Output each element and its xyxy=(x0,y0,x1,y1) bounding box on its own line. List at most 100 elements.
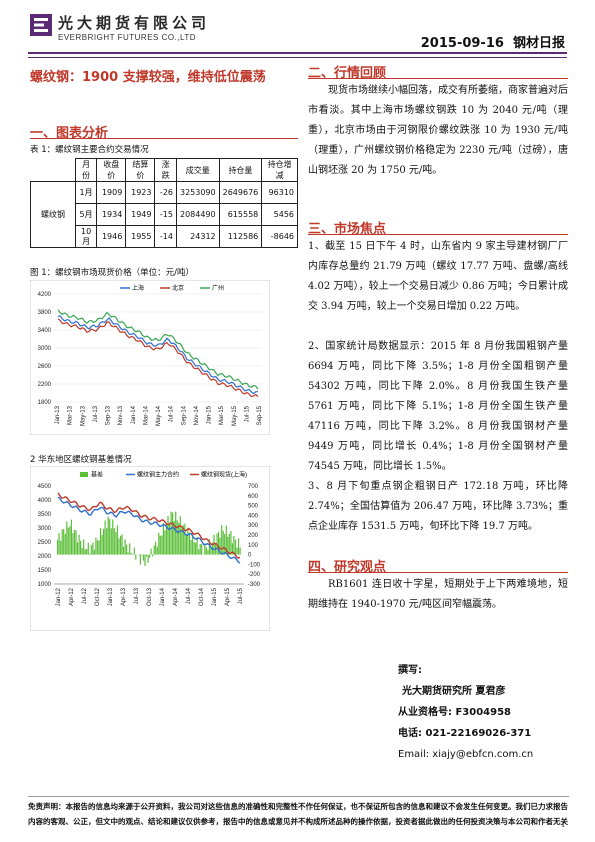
section-divider xyxy=(30,138,298,139)
basis-bar xyxy=(133,547,135,555)
basis-bar xyxy=(76,542,79,555)
basis-bar xyxy=(162,523,164,555)
x-tick-label: Oct-12 xyxy=(95,587,101,606)
table-cell: 1946 xyxy=(96,225,127,248)
legend-label: 螺纹钢主力合约 xyxy=(137,471,179,479)
basis-bar xyxy=(70,519,72,555)
y-right-tick-label: -300 xyxy=(248,582,261,588)
basis-bar xyxy=(142,554,145,561)
y-tick-label: 2500 xyxy=(38,540,52,546)
author-label: 撰写: xyxy=(398,665,422,676)
table-cell: 1月 xyxy=(74,181,98,204)
x-tick-label: May-13 xyxy=(80,405,86,426)
y-tick-label: 1500 xyxy=(38,568,52,574)
x-tick-label: Jul-14 xyxy=(186,587,192,604)
x-axis: Jan-12 Apr-12 Jul-12 Oct-12 Jan-13 Apr-13 Jul-… xyxy=(54,583,244,606)
x-tick-label: Mar-13 xyxy=(68,405,74,425)
y-tick-label: 2200 xyxy=(38,382,52,388)
basis-bar xyxy=(66,521,68,555)
basis-bar xyxy=(188,532,191,555)
table-header-row: 月份 收盘价 结算价 涨跌 成交量 持仓量 持仓增减 xyxy=(30,158,298,182)
chart-legend: 上海 北京 广州 xyxy=(120,284,224,292)
basis-bar xyxy=(191,531,194,555)
figure1-caption: 图 1：螺纹钢市场现货价格（单位：元/吨） xyxy=(30,268,194,278)
basis-bar xyxy=(113,528,115,555)
basis-bar xyxy=(60,541,62,555)
company-name-cn: 光大期货有限公司 xyxy=(58,14,211,32)
basis-bar xyxy=(103,528,105,555)
basis-bar xyxy=(144,554,146,566)
table-header: 涨跌 xyxy=(154,158,177,182)
basis-bar xyxy=(109,519,111,555)
basis-bar xyxy=(218,531,220,555)
basis-bar xyxy=(57,539,59,555)
basis-bar xyxy=(234,539,237,555)
legend-label: 基差 xyxy=(91,471,103,479)
x-tick-label: May-15 xyxy=(232,405,238,426)
basis-bar xyxy=(153,545,155,555)
basis-bar xyxy=(173,520,175,555)
basis-bar xyxy=(193,541,195,555)
x-tick-label: Jan-15 xyxy=(212,587,218,606)
basis-bar xyxy=(168,523,171,555)
basis-bar xyxy=(152,554,154,557)
section-divider xyxy=(308,78,568,79)
basis-bar xyxy=(205,547,207,555)
basis-bar xyxy=(222,530,224,555)
focus-paragraph-2: 2、国家统计局数据显示：2015 年 8 月份我国粗钢产量 6694 万吨，同比… xyxy=(308,341,568,472)
contracts-table: 月份 收盘价 结算价 涨跌 成交量 持仓量 持仓增减 螺纹钢 1月 1909 1… xyxy=(30,158,298,248)
email-address: Email: xiajy@ebfcn.com.cn xyxy=(398,749,534,760)
disclaimer: 免责声明：本报告的信息均来源于公开资料，我公司对这些信息的准确性和完整性不作任何… xyxy=(28,796,569,829)
chart-lines xyxy=(57,492,241,564)
table-row: 5月 1934 1949 -15 2084490 615558 5456 xyxy=(31,203,298,226)
basis-bar xyxy=(110,528,112,555)
y-tick-label: 2000 xyxy=(38,554,52,560)
basis-bar xyxy=(132,554,134,555)
report-title: 螺纹钢：1900 支撑较强，维持低位震荡 xyxy=(30,70,266,85)
y-tick-label: 3400 xyxy=(38,328,52,334)
legend-label: 广州 xyxy=(212,284,224,292)
basis-bar xyxy=(167,515,169,555)
y-tick-label: 3500 xyxy=(38,512,52,518)
table-cell: 5456 xyxy=(261,203,298,226)
review-paragraph: 现货市场继续小幅回落，成交有所萎缩，商家普遍对后市看淡。其中上海市场螺纹钢跌 1… xyxy=(308,85,568,176)
basis-bar xyxy=(178,522,180,555)
basis-bar xyxy=(124,539,126,555)
basis-bar xyxy=(207,550,209,555)
basis-bar xyxy=(204,543,206,555)
basis-bar xyxy=(239,547,241,555)
basis-bar xyxy=(237,538,240,555)
table-cell: 96310 xyxy=(261,181,298,204)
x-tick-label: Apr-15 xyxy=(225,587,231,606)
basis-bar xyxy=(147,554,149,563)
report-name: 钢材日报 xyxy=(512,36,565,51)
x-tick-label: Nov-14 xyxy=(194,405,200,425)
basis-bar xyxy=(83,539,85,555)
basis-bar xyxy=(138,554,140,555)
y-right-tick-label: 300 xyxy=(248,523,259,529)
x-tick-label: Mar-14 xyxy=(143,405,149,425)
basis-bar xyxy=(93,549,95,555)
basis-bar xyxy=(86,548,88,555)
table-header: 收盘价 xyxy=(96,158,127,182)
y-right-tick-label: 400 xyxy=(248,513,259,519)
x-tick-label: Apr-13 xyxy=(121,587,127,606)
y-axis-left: 4500 4000 3500 3000 2500 2000 1500 1000 xyxy=(38,484,52,588)
company-name-en: EVERBRIGHT FUTURES CO.,LTD xyxy=(58,33,197,42)
basis-bar xyxy=(199,544,201,555)
y-right-tick-label: -100 xyxy=(248,562,261,568)
y-tick-label: 4500 xyxy=(38,484,52,490)
legend-label: 北京 xyxy=(172,284,184,292)
basis-bar xyxy=(221,525,223,555)
table-cell: 5月 xyxy=(74,203,98,226)
table-cell: -15 xyxy=(154,203,177,226)
basis-bar xyxy=(224,533,226,555)
basis-bar xyxy=(87,542,89,555)
y-axis: 4200 3800 3400 3000 2600 2200 1800 xyxy=(38,292,262,406)
basis-bar xyxy=(75,530,77,555)
table-header: 持仓量 xyxy=(218,158,263,182)
x-tick-label: Jul-13 xyxy=(134,587,140,604)
table-cell: -14 xyxy=(154,225,177,248)
y-right-tick-label: 0 xyxy=(248,553,252,559)
y-right-tick-label: -200 xyxy=(248,572,261,578)
